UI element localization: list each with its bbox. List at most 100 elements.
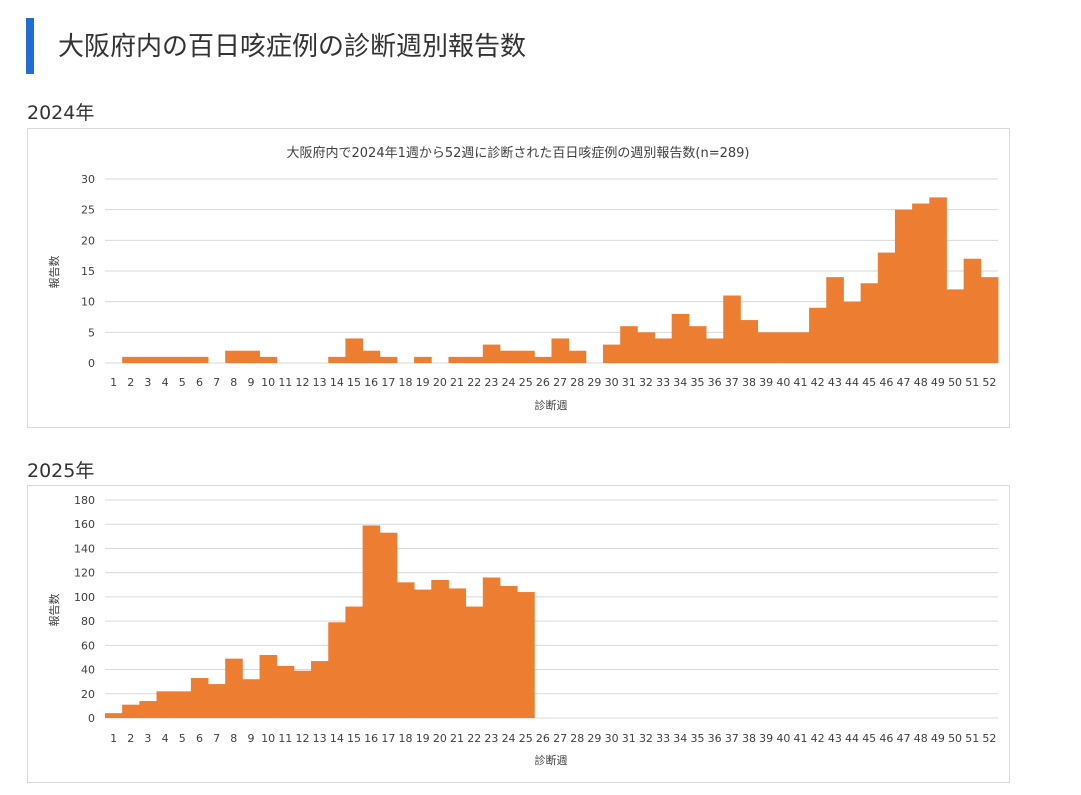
- bar: [190, 356, 209, 363]
- x-tick-label: 13: [313, 732, 327, 745]
- chart-title: 大阪府内で2024年1週から52週に診断された百日咳症例の週別報告数(n=289…: [287, 145, 750, 161]
- y-tick-label: 25: [81, 204, 95, 217]
- x-tick-label: 16: [364, 732, 378, 745]
- bar: [499, 585, 518, 718]
- x-tick-label: 40: [776, 376, 790, 389]
- x-tick-label: 19: [416, 376, 430, 389]
- x-tick-label: 10: [261, 376, 275, 389]
- bar: [963, 258, 982, 363]
- bar: [139, 356, 157, 363]
- x-tick-label: 25: [519, 732, 533, 745]
- x-tick-label: 27: [553, 376, 567, 389]
- x-tick-label: 3: [144, 376, 151, 389]
- bar: [190, 678, 209, 718]
- bar: [242, 679, 260, 718]
- y-tick-label: 0: [88, 357, 95, 370]
- x-tick-label: 52: [982, 376, 996, 389]
- x-tick-label: 9: [247, 376, 254, 389]
- x-tick-label: 49: [931, 376, 945, 389]
- bar: [465, 356, 484, 363]
- x-tick-label: 8: [230, 376, 237, 389]
- x-tick-label: 21: [450, 376, 464, 389]
- x-tick-label: 27: [553, 732, 567, 745]
- x-tick-label: 43: [828, 732, 842, 745]
- x-tick-label: 47: [897, 376, 911, 389]
- bar: [242, 350, 260, 363]
- bar: [139, 701, 157, 718]
- x-tick-label: 31: [622, 376, 636, 389]
- y-tick-label: 20: [81, 234, 95, 247]
- bar: [362, 350, 381, 363]
- x-tick-label: 11: [278, 732, 292, 745]
- grid-lines: [105, 178, 998, 364]
- bar: [809, 307, 827, 363]
- bar: [671, 313, 690, 363]
- bar: [534, 356, 552, 363]
- x-tick-label: 44: [845, 376, 859, 389]
- bar: [156, 356, 175, 363]
- bar: [122, 356, 140, 363]
- y-axis-label: 報告数: [48, 594, 61, 627]
- x-tick-label: 7: [213, 732, 220, 745]
- x-tick-label: 32: [639, 732, 653, 745]
- x-tick-label: 48: [914, 376, 928, 389]
- bar: [482, 577, 501, 718]
- x-tick-label: 6: [196, 376, 203, 389]
- bar: [259, 655, 278, 718]
- x-tick-label: 5: [179, 376, 186, 389]
- x-tick-label: 35: [690, 376, 704, 389]
- bar-series: [105, 525, 535, 718]
- bar: [259, 356, 278, 363]
- bar: [517, 350, 535, 363]
- year-label-2024: 2024年: [27, 102, 95, 124]
- bar: [791, 332, 810, 363]
- bar: [396, 582, 415, 718]
- x-tick-label: 30: [605, 732, 619, 745]
- bar: [465, 606, 484, 718]
- x-tick-label: 14: [330, 732, 344, 745]
- x-tick-label: 12: [295, 732, 309, 745]
- x-tick-label: 24: [502, 732, 516, 745]
- x-tick-label: 45: [862, 376, 876, 389]
- bar: [688, 326, 707, 363]
- bar: [414, 356, 432, 363]
- x-tick-label: 46: [879, 732, 893, 745]
- x-tick-label: 37: [725, 732, 739, 745]
- x-axis-label: 診断週: [535, 753, 568, 767]
- x-tick-label: 45: [862, 732, 876, 745]
- x-tick-label: 33: [656, 376, 670, 389]
- y-tick-label: 80: [81, 615, 95, 628]
- x-tick-label: 7: [213, 376, 220, 389]
- bar: [173, 691, 192, 718]
- x-tick-label: 26: [536, 376, 550, 389]
- y-tick-label: 0: [88, 712, 95, 725]
- bar: [946, 289, 965, 363]
- x-tick-label: 41: [794, 732, 808, 745]
- grid-lines: [105, 499, 998, 719]
- x-tick-label: 51: [965, 732, 979, 745]
- bar: [293, 670, 312, 718]
- x-tick-label: 37: [725, 376, 739, 389]
- x-tick-label: 36: [708, 376, 722, 389]
- x-tick-label: 38: [742, 732, 756, 745]
- x-tick-label: 14: [330, 376, 344, 389]
- x-tick-label: 28: [570, 732, 584, 745]
- x-tick-label: 41: [794, 376, 808, 389]
- y-tick-label: 60: [81, 639, 95, 652]
- bar: [980, 277, 999, 363]
- y-axis-label: 報告数: [48, 256, 61, 289]
- bar: [740, 320, 758, 363]
- y-tick-labels: 0 20 40 60 80 100 120 140 160 180: [74, 494, 95, 725]
- x-tick-label: 39: [759, 732, 773, 745]
- bar: [551, 338, 570, 363]
- bar: [105, 713, 123, 718]
- y-tick-label: 5: [88, 326, 95, 339]
- x-tick-label: 32: [639, 376, 653, 389]
- bar: [877, 252, 896, 363]
- x-tick-label: 10: [261, 732, 275, 745]
- page-title: 大阪府内の百日咳症例の診断週別報告数: [26, 18, 1056, 74]
- x-tick-label: 20: [433, 376, 447, 389]
- x-tick-label: 38: [742, 376, 756, 389]
- x-tick-labels: 1 2 3 4 5 6 7 8 9 10 11 12 13 14 15 16 17 18 19 20 21 22 23 24 2…: [110, 376, 996, 389]
- x-tick-label: 24: [502, 376, 516, 389]
